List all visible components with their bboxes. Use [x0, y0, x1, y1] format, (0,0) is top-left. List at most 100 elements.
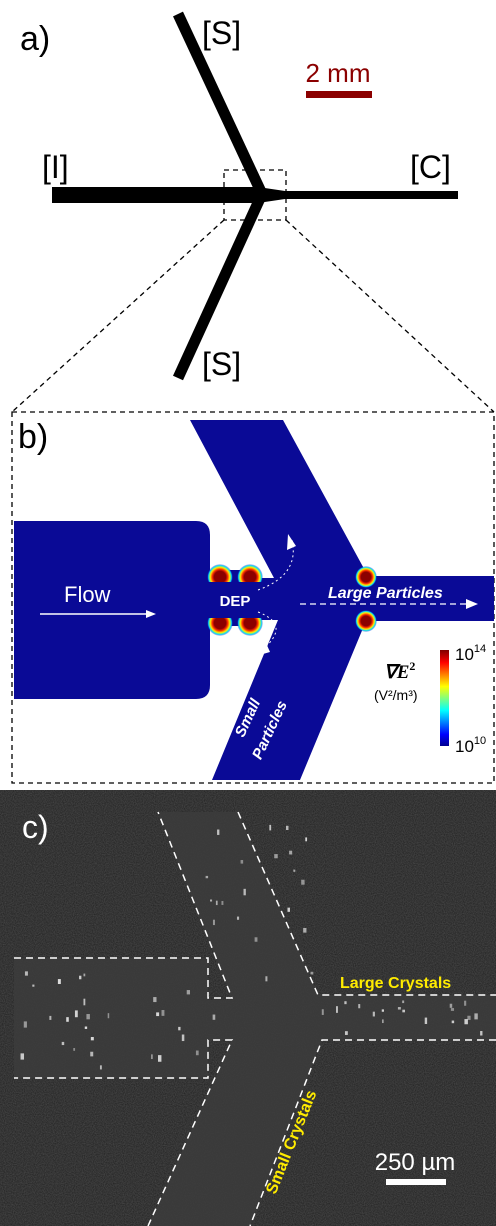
crystal [289, 851, 292, 855]
crystal [402, 1000, 404, 1003]
crystal [83, 974, 85, 977]
port-label: [S] [202, 346, 241, 382]
crystal [358, 1004, 360, 1008]
tick-base: 10 [455, 645, 474, 664]
crystal [255, 937, 258, 941]
crystal [21, 1053, 24, 1059]
scale-label: 2 mm [306, 58, 371, 88]
colorbar-units: (V²/m³) [374, 687, 418, 703]
scale-bar [386, 1179, 446, 1185]
crystal [108, 1013, 110, 1018]
title-exponent: 2 [409, 659, 415, 673]
crystal [32, 985, 34, 987]
crystal [90, 1052, 93, 1057]
crystal [244, 889, 246, 895]
panel-c: c) Large Crystals Small Crystals 250 µm [0, 790, 496, 1226]
crystal [206, 876, 208, 878]
crystal [86, 1014, 89, 1019]
crystal [79, 976, 81, 980]
panel-a: a) [S] [S] [I] [C] 2 mm [12, 14, 494, 412]
crystal [66, 1017, 69, 1022]
channel [52, 187, 260, 203]
crystal [91, 1037, 94, 1040]
crystal [265, 976, 267, 981]
crystal [451, 1008, 454, 1011]
panel-label: c) [22, 809, 49, 845]
crystal [182, 1035, 184, 1042]
crystal [58, 979, 61, 984]
large-label: Large Particles [328, 585, 443, 602]
scale-bar [306, 91, 372, 98]
crystal [269, 825, 271, 831]
crystal [382, 1019, 384, 1023]
panel-b: b) Flow DEP Large Particles Small Partic… [12, 412, 494, 783]
panel-label: b) [18, 418, 48, 456]
crystal [322, 1009, 324, 1015]
crystal [452, 1021, 454, 1024]
crystal [480, 1031, 482, 1035]
crystal [221, 901, 223, 905]
crystal [241, 860, 244, 864]
crystal [151, 1054, 153, 1059]
crystal [213, 920, 215, 925]
tick-base: 10 [455, 737, 474, 756]
crystal [303, 928, 306, 933]
crystal [73, 1048, 75, 1051]
crystal [62, 1042, 64, 1045]
crystal [301, 880, 304, 885]
scale-label: 250 µm [375, 1149, 456, 1176]
crystal [398, 1007, 401, 1010]
channel [14, 521, 210, 699]
crystal [287, 908, 289, 912]
crystal [187, 990, 190, 994]
crystal [305, 837, 307, 841]
crystal [196, 1051, 199, 1056]
crystal [425, 1018, 427, 1024]
crystal [467, 1016, 470, 1020]
zoom-line [12, 220, 224, 412]
crystal [286, 826, 288, 830]
port-label: [C] [410, 149, 451, 185]
crystal [213, 1015, 216, 1020]
zoom-line [286, 220, 494, 412]
large-label: Large Crystals [340, 975, 451, 992]
tick-exponent: 10 [474, 735, 486, 747]
crystal [162, 1010, 165, 1016]
crystal [49, 1016, 51, 1020]
crystal [85, 1027, 87, 1029]
crystal [336, 1006, 338, 1013]
crystal [237, 917, 239, 920]
crystal [25, 971, 28, 975]
field-hotspot [355, 610, 377, 632]
crystal [402, 1010, 405, 1013]
figure: a) [S] [S] [I] [C] 2 mm b) Flow DEP [0, 0, 496, 1226]
colorbar [440, 650, 449, 746]
crystal [311, 972, 314, 975]
crystal [293, 870, 295, 872]
crystal [158, 1055, 161, 1062]
flow-label: Flow [64, 582, 111, 607]
panel-label: a) [20, 20, 50, 58]
crystal [83, 999, 85, 1006]
crystal [382, 1009, 384, 1011]
crystal [217, 830, 219, 835]
crystal [373, 1012, 375, 1017]
port-label: [I] [42, 149, 69, 185]
crystal [178, 1027, 180, 1030]
channel [258, 187, 458, 203]
port-label: [S] [202, 15, 241, 51]
crystal [344, 1001, 346, 1004]
crystal [156, 1012, 159, 1016]
crystal [274, 854, 277, 858]
crystal [216, 901, 218, 905]
tick-exponent: 14 [474, 643, 486, 655]
crystal [24, 1021, 27, 1027]
crystal [153, 997, 156, 1002]
crystal [474, 1013, 477, 1019]
dep-label: DEP [220, 593, 251, 610]
title-base: ∇E [384, 662, 409, 683]
crystal [464, 1001, 466, 1006]
crystal [100, 1065, 102, 1069]
crystal [345, 1031, 348, 1035]
crystal [450, 1004, 452, 1008]
